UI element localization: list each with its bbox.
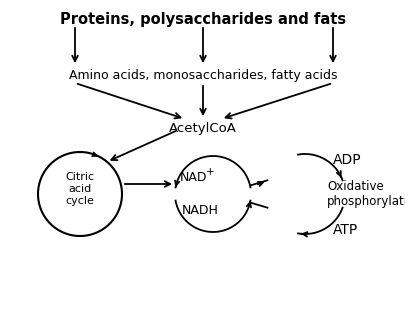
Text: NAD: NAD bbox=[179, 171, 207, 184]
Text: ADP: ADP bbox=[332, 153, 361, 167]
Text: Citric
acid
cycle: Citric acid cycle bbox=[65, 172, 94, 206]
Text: Proteins, polysaccharides and fats: Proteins, polysaccharides and fats bbox=[60, 12, 345, 27]
Text: ATP: ATP bbox=[332, 223, 357, 237]
Text: NADH: NADH bbox=[181, 204, 218, 217]
Text: Amino acids, monosaccharides, fatty acids: Amino acids, monosaccharides, fatty acid… bbox=[68, 69, 337, 82]
Text: +: + bbox=[205, 167, 214, 177]
Text: Oxidative
phosphorylation: Oxidative phosphorylation bbox=[326, 180, 405, 208]
Text: AcetylCoA: AcetylCoA bbox=[168, 122, 237, 135]
